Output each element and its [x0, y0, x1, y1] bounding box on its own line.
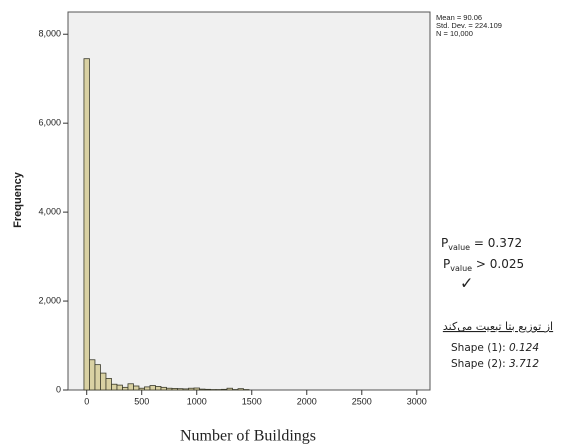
x-axis-label: Number of Buildings — [180, 428, 316, 445]
p-value: Pvalue = 0.372 — [441, 236, 522, 252]
p-base: P — [443, 257, 450, 271]
p-base: P — [441, 236, 448, 250]
conclusion: از توزیع بتا تبعیت می‌کند — [443, 320, 553, 333]
p-sub: value — [450, 264, 472, 273]
x-tick-label: 1000 — [187, 396, 207, 406]
plot-area — [67, 11, 431, 391]
y-axis-label: Frequency — [12, 171, 24, 228]
y-tick-label: 2,000 — [38, 295, 61, 305]
bar — [171, 388, 178, 391]
bar — [226, 387, 233, 391]
p-sub: value — [448, 243, 470, 252]
bar — [182, 388, 189, 391]
bar — [83, 58, 90, 391]
bar — [94, 364, 101, 391]
shape-label: Shape (1): — [451, 342, 509, 354]
x-tick-label: 1500 — [242, 396, 262, 406]
shape-param: Shape (2): 3.712 — [451, 358, 539, 370]
p-rest: = 0.372 — [470, 236, 522, 250]
bar — [133, 385, 140, 391]
bar — [89, 359, 96, 391]
y-tick-label: 4,000 — [38, 206, 61, 216]
y-tick-label: 8,000 — [38, 29, 61, 39]
x-tick-label: 0 — [84, 396, 89, 406]
bar — [138, 387, 145, 391]
bar — [155, 386, 162, 391]
bar — [237, 388, 244, 391]
x-tick-label: 2500 — [352, 396, 372, 406]
bar — [204, 388, 211, 391]
shape-value: 0.124 — [509, 342, 539, 354]
stat-text: N = 10,000 — [436, 29, 473, 38]
bar — [193, 387, 200, 391]
bar — [100, 372, 107, 391]
shape-param: Shape (1): 0.124 — [451, 342, 539, 354]
bar — [116, 384, 123, 391]
shape-label: Shape (2): — [451, 358, 509, 370]
bar — [166, 387, 173, 391]
shape-value: 3.712 — [509, 358, 539, 370]
x-tick-label: 3000 — [407, 396, 427, 406]
bar — [122, 386, 129, 391]
y-tick-label: 0 — [56, 384, 61, 394]
bar — [144, 386, 151, 391]
stat-text: Std. Dev. = 224.109 — [436, 21, 502, 30]
p-value: Pvalue > 0.025 — [443, 257, 524, 273]
check-mark: ✓ — [460, 274, 473, 293]
bar — [111, 383, 118, 391]
y-tick-label: 6,000 — [38, 118, 61, 128]
x-tick-label: 500 — [134, 396, 149, 406]
stat-text: Mean = 90.06 — [436, 13, 482, 22]
p-rest: > 0.025 — [472, 257, 524, 271]
bar — [127, 383, 134, 391]
bar — [177, 388, 184, 391]
bar — [149, 385, 156, 391]
bar — [105, 378, 112, 391]
bar — [199, 388, 206, 391]
x-tick-label: 2000 — [297, 396, 317, 406]
bar — [188, 387, 195, 391]
bar — [160, 386, 167, 391]
bar — [221, 388, 228, 391]
